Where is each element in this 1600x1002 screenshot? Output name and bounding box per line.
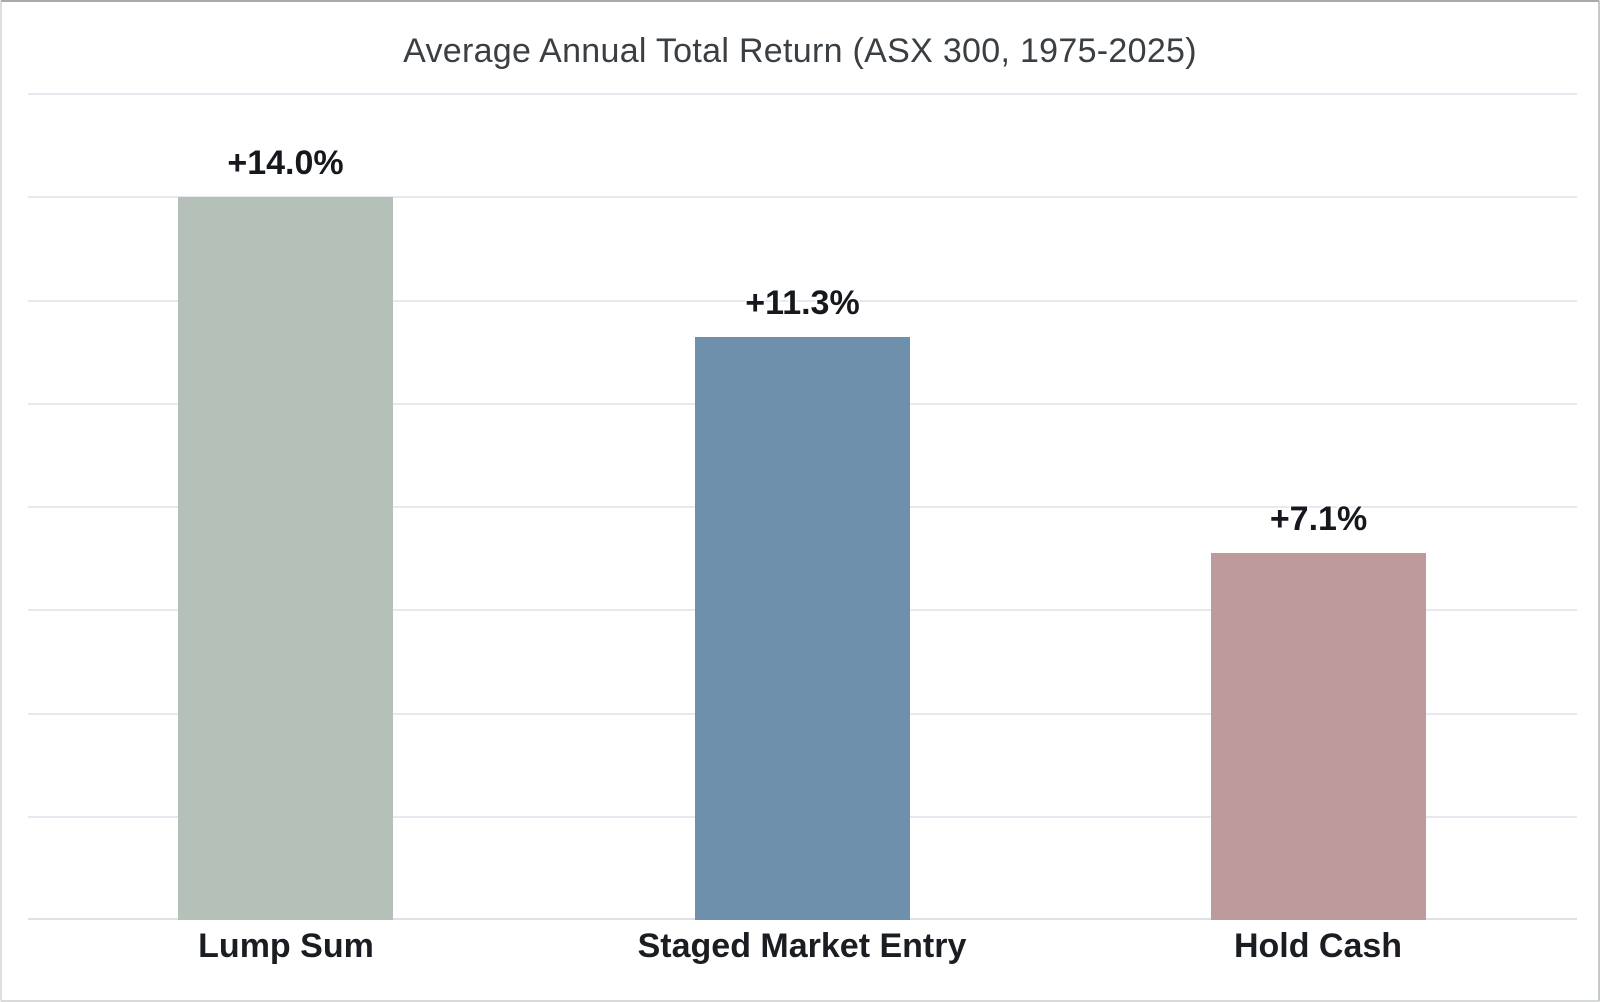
bar-lump-sum xyxy=(178,197,393,920)
gridline-14pct xyxy=(28,196,1577,199)
bar-group-staged-market-entry: +11.3% xyxy=(695,94,910,920)
bar-hold-cash xyxy=(1211,553,1426,920)
gridline-16pct xyxy=(28,93,1577,95)
value-label-lump-sum: +14.0% xyxy=(227,144,344,183)
plot-area: +14.0% +11.3% +7.1% xyxy=(28,93,1577,920)
x-axis: Lump Sum Staged Market Entry Hold Cash xyxy=(2,926,1598,986)
x-label-hold-cash: Hold Cash xyxy=(1233,927,1403,965)
bar-group-hold-cash: +7.1% xyxy=(1211,94,1426,920)
gridline-12pct xyxy=(28,299,1577,302)
bar-group-lump-sum: +14.0% xyxy=(178,94,393,920)
value-label-staged-market-entry: +11.3% xyxy=(745,283,860,322)
bar-staged-market-entry xyxy=(695,336,910,920)
chart-title: Average Annual Total Return (ASX 300, 19… xyxy=(403,32,1197,70)
x-label-staged-market-entry: Staged Market Entry xyxy=(637,927,967,965)
x-label-lump-sum: Lump Sum xyxy=(198,927,374,965)
value-label-hold-cash: +7.1% xyxy=(1269,500,1368,539)
